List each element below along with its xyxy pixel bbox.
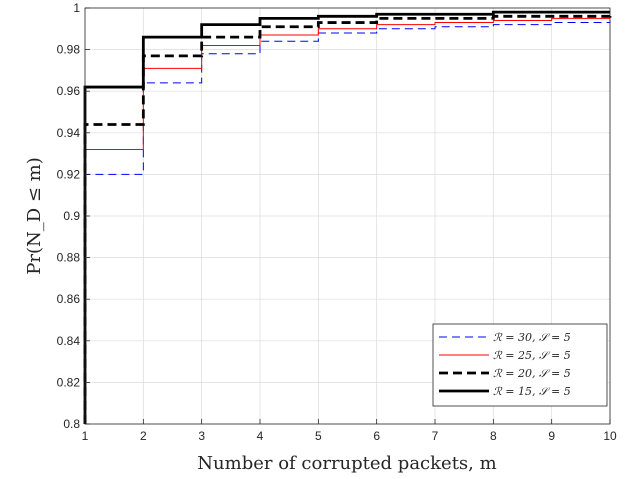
axis-ticks: 1 2 3 4 5 6 7 8 9 10 0.8 0.82 0.84 0.86 0.88 0.9 0.92 0.9… xyxy=(57,1,617,443)
legend-label: ℛ = 20, 𝒮 = 5 xyxy=(493,367,571,380)
x-axis-label: Number of corrupted packets, m xyxy=(197,453,496,474)
x-tick-label: 9 xyxy=(548,429,555,443)
y-tick-label: 0.82 xyxy=(57,375,81,389)
legend-label: ℛ = 25, 𝒮 = 5 xyxy=(493,349,571,362)
y-tick-label: 0.92 xyxy=(57,167,81,181)
x-tick-label: 5 xyxy=(315,429,322,443)
y-tick-label: 0.84 xyxy=(57,334,81,348)
x-tick-label: 7 xyxy=(432,429,439,443)
x-tick-label: 1 xyxy=(82,429,89,443)
y-tick-label: 0.86 xyxy=(57,292,81,306)
series-line-1 xyxy=(84,20,611,424)
y-tick-label: 0.8 xyxy=(63,417,80,431)
x-tick-label: 3 xyxy=(198,429,205,443)
series-lines xyxy=(83,10,612,424)
series-line-3 xyxy=(83,14,612,424)
legend: ℛ = 30, 𝒮 = 5 ℛ = 25, 𝒮 = 5 ℛ = 20, 𝒮 = 5 ℛ… xyxy=(432,323,608,407)
y-tick-label: 0.88 xyxy=(57,251,81,265)
x-tick-label: 6 xyxy=(373,429,380,443)
y-tick-label: 0.96 xyxy=(57,84,81,98)
x-tick-label: 10 xyxy=(603,429,617,443)
y-tick-label: 1 xyxy=(73,1,80,15)
y-tick-label: 0.98 xyxy=(57,43,81,57)
y-axis-label: Pr(N_D ≤ m) xyxy=(24,157,45,275)
series-line-4 xyxy=(83,10,610,424)
x-tick-label: 2 xyxy=(140,429,147,443)
y-tick-label: 0.9 xyxy=(63,209,80,223)
x-tick-label: 8 xyxy=(490,429,497,443)
legend-label: ℛ = 30, 𝒮 = 5 xyxy=(493,331,571,344)
y-tick-label: 0.94 xyxy=(57,126,81,140)
legend-label: ℛ = 15, 𝒮 = 5 xyxy=(493,385,571,398)
x-tick-label: 4 xyxy=(257,429,264,443)
